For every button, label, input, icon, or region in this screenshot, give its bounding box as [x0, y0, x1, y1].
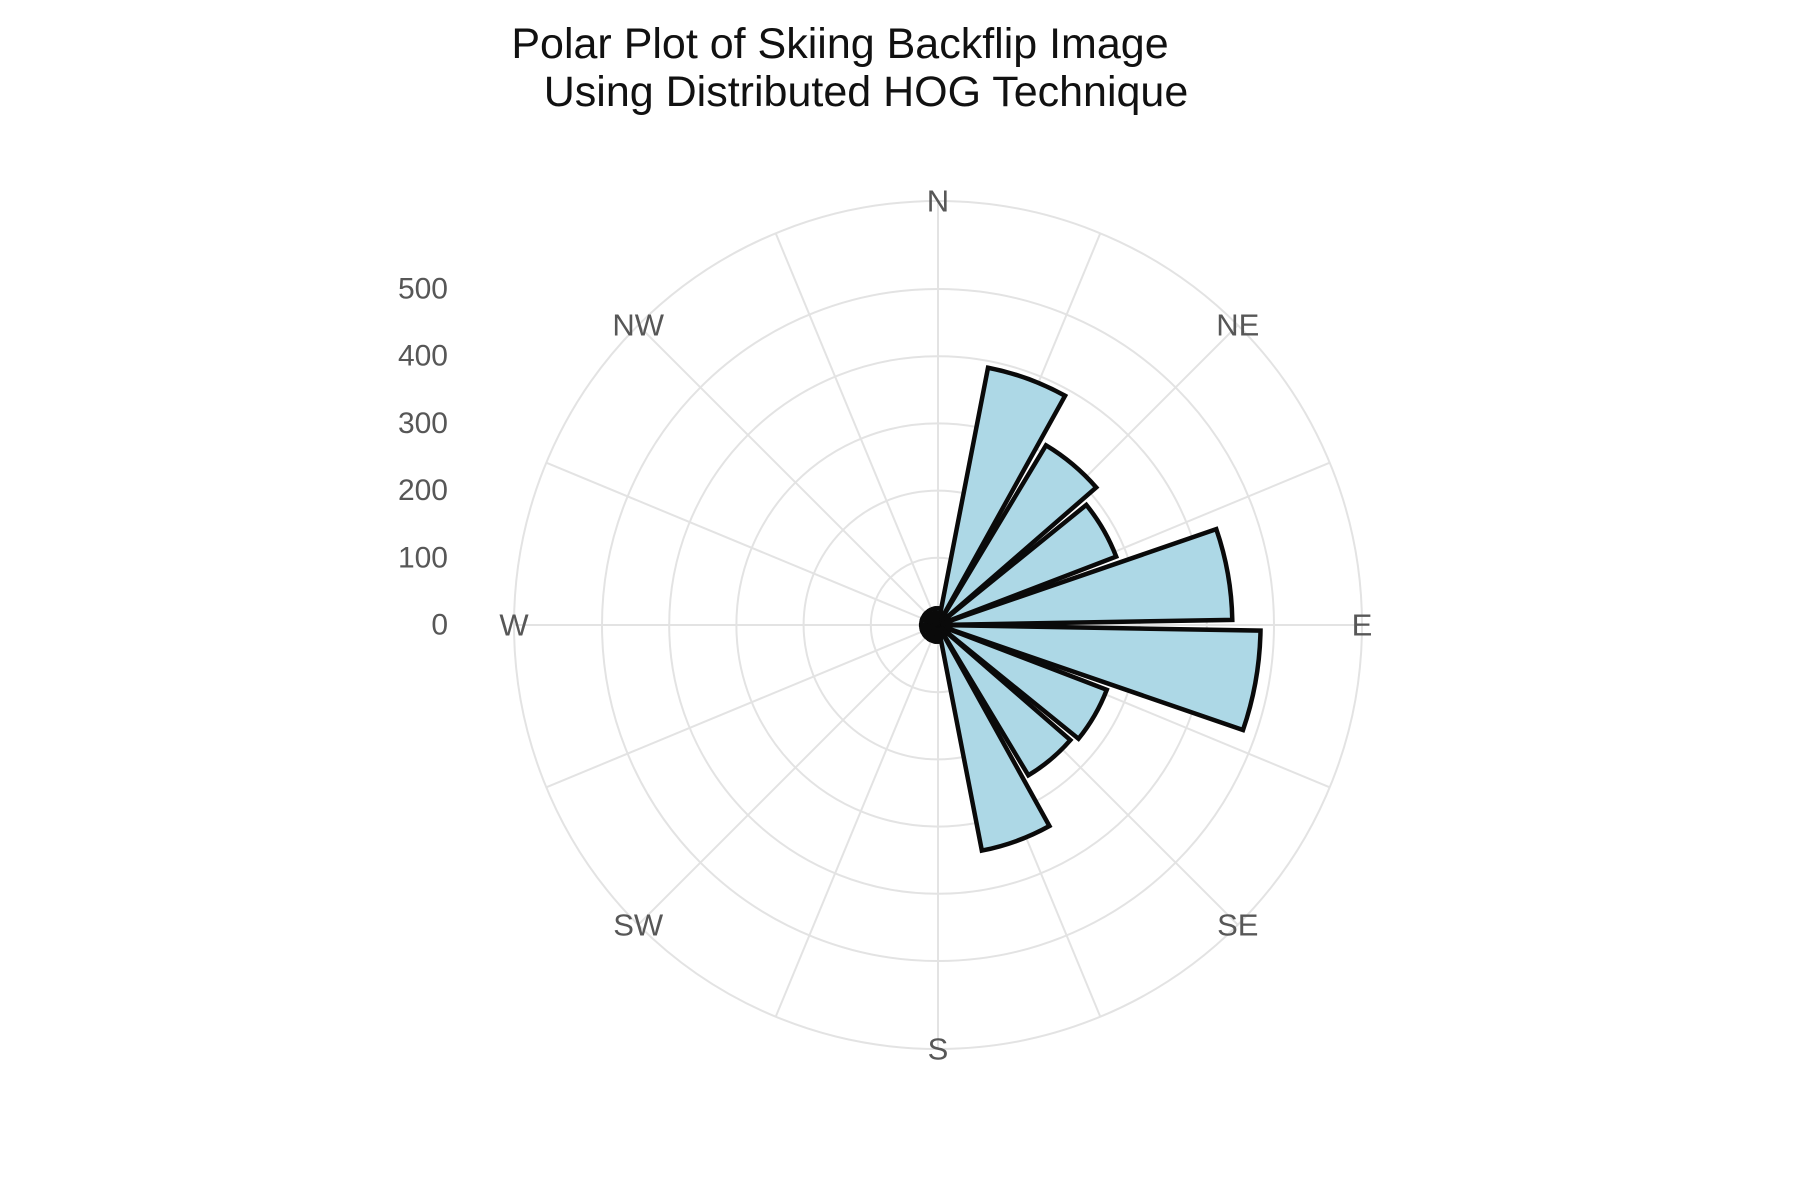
rose-petals — [918, 365, 1263, 854]
compass-label: NW — [612, 308, 664, 343]
compass-label: S — [928, 1032, 949, 1067]
rose-petal — [926, 605, 941, 627]
rose-petal — [936, 442, 1100, 627]
r-tick-label: 200 — [398, 474, 448, 507]
r-tick-label: 500 — [398, 273, 448, 306]
spoke-gridline — [545, 461, 939, 626]
compass-label: SW — [613, 907, 664, 942]
rose-petal — [935, 623, 1053, 854]
spoke-gridline — [774, 624, 939, 1018]
r-tick-label: 300 — [398, 407, 448, 440]
chart-title-line-2: Using Distributed HOG Technique — [544, 68, 1189, 116]
compass-label: SE — [1217, 907, 1258, 942]
r-tick-label: 100 — [398, 541, 448, 574]
compass-label: W — [499, 608, 529, 643]
compass-label: E — [1352, 608, 1373, 643]
rose-petal — [936, 623, 1074, 779]
spoke-gridline — [545, 624, 939, 789]
spoke-gridline — [637, 324, 939, 626]
rose-petal — [935, 365, 1069, 627]
r-tick-label: 0 — [431, 609, 448, 642]
axis-labels: N NE E SE S SW W NW 0 100 200 300 400 500 — [398, 184, 1372, 1067]
compass-label: N — [927, 184, 949, 219]
spoke-gridline — [637, 624, 939, 926]
r-tick-label: 400 — [398, 340, 448, 373]
rose-petal — [936, 501, 1120, 628]
rose-petal — [936, 622, 1110, 742]
compass-label: NE — [1216, 308, 1259, 343]
spoke-gridline — [774, 232, 939, 626]
rose-petal — [937, 622, 1263, 733]
rose-petal — [937, 526, 1235, 628]
chart-title-line-1: Polar Plot of Skiing Backflip Image — [511, 20, 1168, 68]
